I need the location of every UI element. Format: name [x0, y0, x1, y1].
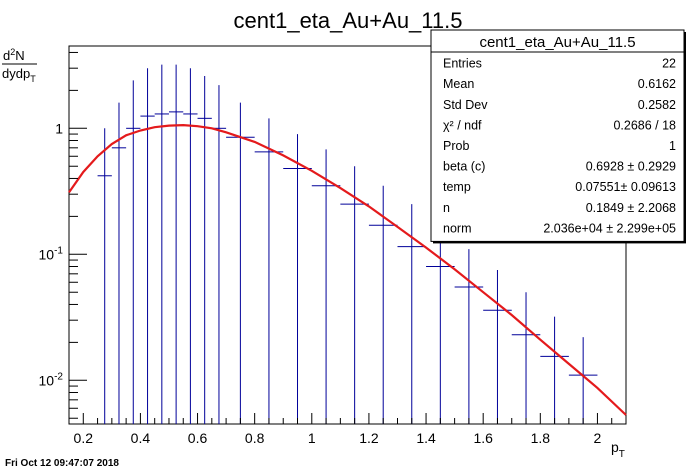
- x-axis: 0.2 0.4 0.6 0.8 1 1.2 1.4 1.6 1.8 2: [68, 413, 627, 446]
- stats-row-value-6: 0.07551± 0.09613: [575, 180, 676, 194]
- stats-row-label-4: Prob: [443, 139, 469, 153]
- x-tick-label-0: 0.2: [74, 430, 94, 446]
- stats-row-value-5: 0.6928 ± 0.2929: [586, 160, 676, 174]
- fit-curve: [68, 123, 627, 416]
- stats-row-label-3: χ² / ndf: [443, 118, 482, 132]
- y-axis-label: d2N dydpT: [2, 47, 37, 84]
- stats-row-value-7: 0.1849 ± 2.2068: [586, 201, 676, 215]
- stats-row-value-1: 0.6162: [638, 77, 676, 91]
- x-tick-label-4: 1: [308, 430, 316, 446]
- x-tick-label-9: 2: [594, 430, 602, 446]
- stats-box-title: cent1_eta_Au+Au_11.5: [479, 34, 635, 51]
- stats-row-label-8: norm: [443, 221, 471, 235]
- stats-row-label-5: beta (c): [443, 160, 485, 174]
- stats-box-frame: [430, 29, 685, 242]
- x-tick-label-2: 0.6: [188, 430, 208, 446]
- x-tick-label-8: 1.8: [531, 430, 551, 446]
- y-axis: 10-2 10-1 1: [39, 51, 87, 419]
- x-tick-label-5: 1.2: [359, 430, 379, 446]
- stats-row-label-6: temp: [443, 180, 471, 194]
- stats-row-label-2: Std Dev: [443, 98, 488, 112]
- y-axis-label-numerator: d2N: [3, 47, 25, 63]
- stats-row-value-2: 0.2582: [638, 98, 676, 112]
- x-tick-label-6: 1.4: [416, 430, 436, 446]
- x-tick-label-1: 0.4: [131, 430, 151, 446]
- stats-row-value-3: 0.2686 / 18: [613, 118, 676, 132]
- stats-row-value-4: 1: [669, 139, 676, 153]
- y-tick-label-1: 10-1: [39, 245, 64, 262]
- stats-row-value-8: 2.036e+04 ± 2.299e+05: [543, 221, 676, 235]
- stats-row-label-1: Mean: [443, 77, 474, 91]
- y-tick-label-2: 1: [55, 120, 63, 136]
- plot-area: 0.2 0.4 0.6 0.8 1 1.2 1.4 1.6 1.8 2 10-2 10-1 1: [39, 45, 627, 446]
- error-bars: [104, 64, 584, 424]
- stats-row-value-0: 22: [662, 57, 676, 71]
- chart-title: cent1_eta_Au+Au_11.5: [234, 8, 463, 33]
- x-tick-label-3: 0.8: [245, 430, 265, 446]
- x-tick-label-7: 1.6: [473, 430, 493, 446]
- y-axis-label-denominator: dydpT: [2, 66, 36, 84]
- stats-row-label-0: Entries: [443, 57, 482, 71]
- stats-row-label-7: n: [443, 201, 450, 215]
- y-tick-label-0: 10-2: [39, 371, 64, 388]
- stats-box: cent1_eta_Au+Au_11.5 Entries 22 Mean 0.6162 S…: [430, 29, 686, 244]
- x-axis-label: pT: [611, 439, 625, 460]
- timestamp: Fri Oct 12 09:47:07 2018: [5, 458, 119, 469]
